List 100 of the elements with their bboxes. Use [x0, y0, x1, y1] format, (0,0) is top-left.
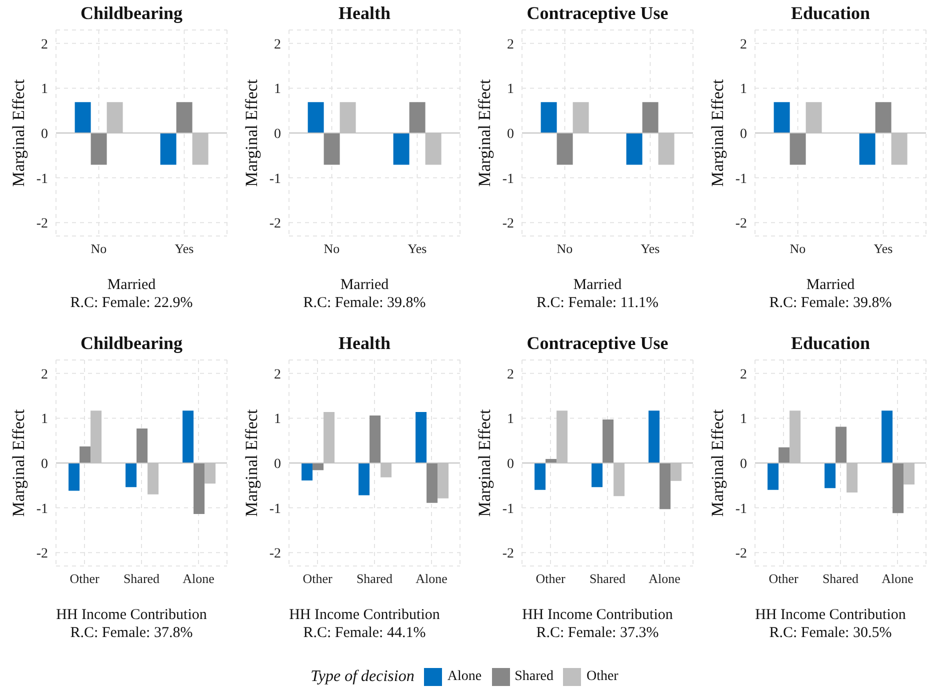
y-tick-label: -2 — [502, 216, 514, 232]
y-tick-label: -2 — [36, 216, 48, 232]
y-axis-title: Marginal Effect — [9, 408, 28, 517]
bar — [182, 410, 194, 463]
legend-label: Alone — [447, 669, 482, 685]
y-tick-label: 0 — [507, 456, 514, 472]
bar — [882, 410, 893, 463]
x-tick-label: Yes — [640, 241, 660, 256]
bar — [68, 463, 80, 491]
chart-title: Childbearing — [79, 332, 183, 355]
y-tick-label: 2 — [740, 37, 747, 52]
chart-title: Contraceptive Use — [526, 2, 668, 25]
y-axis-title: Marginal Effect — [708, 78, 728, 187]
y-tick-label: 0 — [41, 126, 48, 142]
bar — [126, 463, 137, 488]
chart-title: Education — [790, 2, 870, 25]
y-tick-label: 1 — [274, 412, 281, 428]
y-tick-label: -2 — [735, 216, 747, 232]
x-tick-label: Other — [70, 571, 100, 586]
bar — [416, 412, 427, 463]
y-tick-label: -1 — [502, 502, 514, 517]
x-axis-title: Married R.C: Female: 11.1% — [536, 276, 658, 312]
y-tick-label: 2 — [507, 367, 514, 382]
x-tick-label: Yes — [174, 241, 194, 256]
y-tick-label: 2 — [274, 367, 281, 382]
y-axis-title: Marginal Effect — [708, 408, 728, 517]
x-axis-title: Married R.C: Female: 39.8% — [769, 276, 892, 312]
x-tick-label: Shared — [822, 571, 860, 586]
bar — [370, 416, 381, 463]
bar — [778, 447, 790, 463]
chart-title: Health — [338, 332, 390, 355]
bar — [194, 463, 205, 514]
x-tick-label: Yes — [874, 241, 893, 256]
bar — [602, 420, 614, 463]
y-tick-label: -1 — [36, 502, 48, 517]
y-tick-label: 1 — [507, 82, 514, 98]
y-tick-label: -1 — [36, 172, 48, 187]
y-tick-label: 1 — [740, 82, 747, 98]
x-tick-label: Other — [536, 571, 566, 586]
x-axis-title: HH Income Contribution R.C: Female: 37.8% — [56, 606, 207, 642]
x-tick-label: Shared — [589, 571, 626, 586]
y-axis-title: Marginal Effect — [242, 78, 262, 187]
y-tick-label: -1 — [269, 502, 281, 517]
bar — [648, 410, 660, 463]
bar — [302, 463, 313, 480]
x-tick-label: No — [90, 241, 107, 256]
y-tick-label: -2 — [269, 216, 281, 232]
bar — [836, 426, 847, 463]
y-tick-label: 1 — [274, 82, 281, 98]
y-tick-label: 0 — [740, 126, 747, 142]
y-axis-title: Marginal Effect — [475, 78, 494, 187]
y-axis-title: Marginal Effect — [9, 78, 28, 187]
y-tick-label: 0 — [274, 456, 281, 472]
y-tick-label: 1 — [41, 82, 48, 98]
chart-title: Childbearing — [79, 2, 183, 25]
x-axis-title: Married R.C: Female: 39.8% — [303, 276, 426, 312]
bar — [426, 463, 438, 503]
x-axis-title: HH Income Contribution R.C: Female: 30.5% — [755, 606, 906, 642]
y-tick-label: 2 — [41, 37, 48, 52]
y-tick-label: -1 — [735, 502, 747, 517]
bar — [592, 463, 603, 488]
y-tick-label: 0 — [740, 456, 747, 472]
y-axis-title: Marginal Effect — [475, 408, 494, 517]
y-tick-label: -2 — [36, 546, 48, 562]
y-tick-label: -2 — [269, 546, 281, 562]
x-axis-title: HH Income Contribution R.C: Female: 44.1% — [289, 606, 440, 642]
x-tick-label: Alone — [648, 571, 681, 586]
y-tick-label: 2 — [274, 37, 281, 52]
bar — [80, 446, 91, 463]
y-tick-label: -1 — [502, 172, 514, 187]
bar — [768, 463, 779, 490]
y-tick-label: -2 — [502, 546, 514, 562]
x-tick-label: Alone — [416, 571, 448, 586]
chart-title: Education — [790, 332, 870, 355]
y-tick-label: 1 — [41, 412, 48, 428]
y-tick-label: 0 — [274, 126, 281, 142]
y-tick-label: 0 — [41, 456, 48, 472]
x-tick-label: No — [324, 241, 340, 256]
bar — [312, 463, 324, 470]
legend-label: Other — [586, 669, 618, 685]
y-tick-label: 1 — [740, 412, 747, 428]
bar — [824, 463, 836, 488]
bar — [534, 463, 546, 490]
y-tick-label: -2 — [735, 546, 747, 562]
x-tick-label: Shared — [123, 571, 160, 586]
x-tick-label: No — [556, 241, 573, 256]
y-tick-label: 2 — [740, 367, 747, 382]
legend-label: Shared — [514, 669, 554, 685]
x-tick-label: No — [790, 241, 806, 256]
y-tick-label: 1 — [507, 412, 514, 428]
y-tick-label: -1 — [735, 172, 747, 187]
x-axis-title: HH Income Contribution R.C: Female: 37.3% — [522, 606, 673, 642]
x-tick-label: Alone — [882, 571, 914, 586]
x-tick-label: Yes — [408, 241, 427, 256]
bar — [358, 463, 370, 496]
x-axis-title: Married R.C: Female: 22.9% — [70, 276, 193, 312]
bar — [892, 463, 904, 514]
chart-title: Contraceptive Use — [526, 332, 668, 355]
legend-title: Type of decision — [310, 668, 414, 686]
y-tick-label: -1 — [269, 172, 281, 187]
